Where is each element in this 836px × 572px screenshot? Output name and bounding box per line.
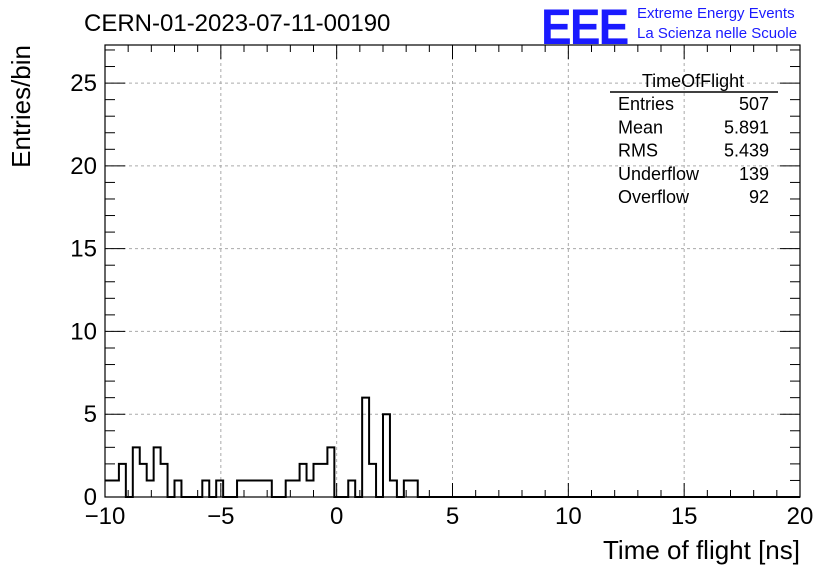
histogram-bin [300,464,307,497]
histogram-bin [258,480,265,497]
stats-row-label: Overflow [618,187,690,207]
histogram-bin [314,464,321,497]
histogram-bin [161,464,168,497]
stats-row-label: RMS [618,141,658,161]
x-tick-label: 15 [671,503,698,530]
histogram-bin [112,480,119,497]
grid-lines [105,45,800,497]
x-tick-label: −10 [85,503,126,530]
y-tick-label: 25 [70,70,97,97]
stats-row-value: 139 [739,164,769,184]
x-axis-label: Time of flight [ns] [603,535,800,565]
stats-row-label: Mean [618,117,663,137]
histogram-bin [411,480,418,497]
histogram-bin [202,480,209,497]
histogram-bin [237,480,244,497]
histogram-bin [133,447,140,497]
histogram-bin [251,480,258,497]
histogram-bin [327,447,334,497]
x-tick-label: 20 [787,503,814,530]
tagline-scienza-nelle-scuole: La Scienza nelle Scuole [637,25,798,42]
y-tick-label: 15 [70,236,97,263]
histogram-bin [154,447,161,497]
run-title: CERN-01-2023-07-11-00190 [84,10,391,37]
stats-row-value: 507 [739,94,769,114]
histogram-bin [390,480,397,497]
histogram-bin [119,464,126,497]
histogram-bin [244,480,251,497]
plot-frame [104,44,801,498]
stats-row-value: 92 [749,187,769,207]
histogram-bin [293,480,300,497]
histogram-bin [216,480,223,497]
stats-row-value: 5.891 [724,117,769,137]
y-axis-label: Entries/bin [6,45,36,168]
histogram-bin [320,464,327,497]
histogram-bin [286,480,293,497]
y-tick-label: 0 [84,484,97,511]
y-tick-label: 10 [70,318,97,345]
stats-row-label: Entries [618,94,674,114]
x-tick-label: 5 [446,503,459,530]
histogram-bin [404,480,411,497]
x-tick-label: 0 [330,503,343,530]
histogram-bin [383,414,390,497]
stats-row-label: Underflow [618,164,700,184]
histogram-bin [369,464,376,497]
stats-box: TimeOfFlight Entries 507 Mean 5.891 RMS 5.439 U… [610,71,778,207]
histogram-bin [147,480,154,497]
histogram-bin [175,480,182,497]
x-tick-label: 10 [555,503,582,530]
x-tick-label: −5 [207,503,234,530]
stats-box-title: TimeOfFlight [642,71,744,91]
histogram-bin [348,480,355,497]
histogram-bin [140,464,147,497]
stats-row-value: 5.439 [724,141,769,161]
histogram-bin [307,480,314,497]
x-tick-labels: −10 −5 0 5 10 15 20 [85,503,814,530]
y-tick-label: 20 [70,153,97,180]
tagline-extreme-energy-events: Extreme Energy Events [637,5,795,22]
y-tick-labels: 0 5 10 15 20 25 [70,70,97,511]
y-tick-label: 5 [84,401,97,428]
histogram-bin [362,398,369,497]
histogram-bin [265,480,272,497]
histogram-bin [105,480,112,497]
